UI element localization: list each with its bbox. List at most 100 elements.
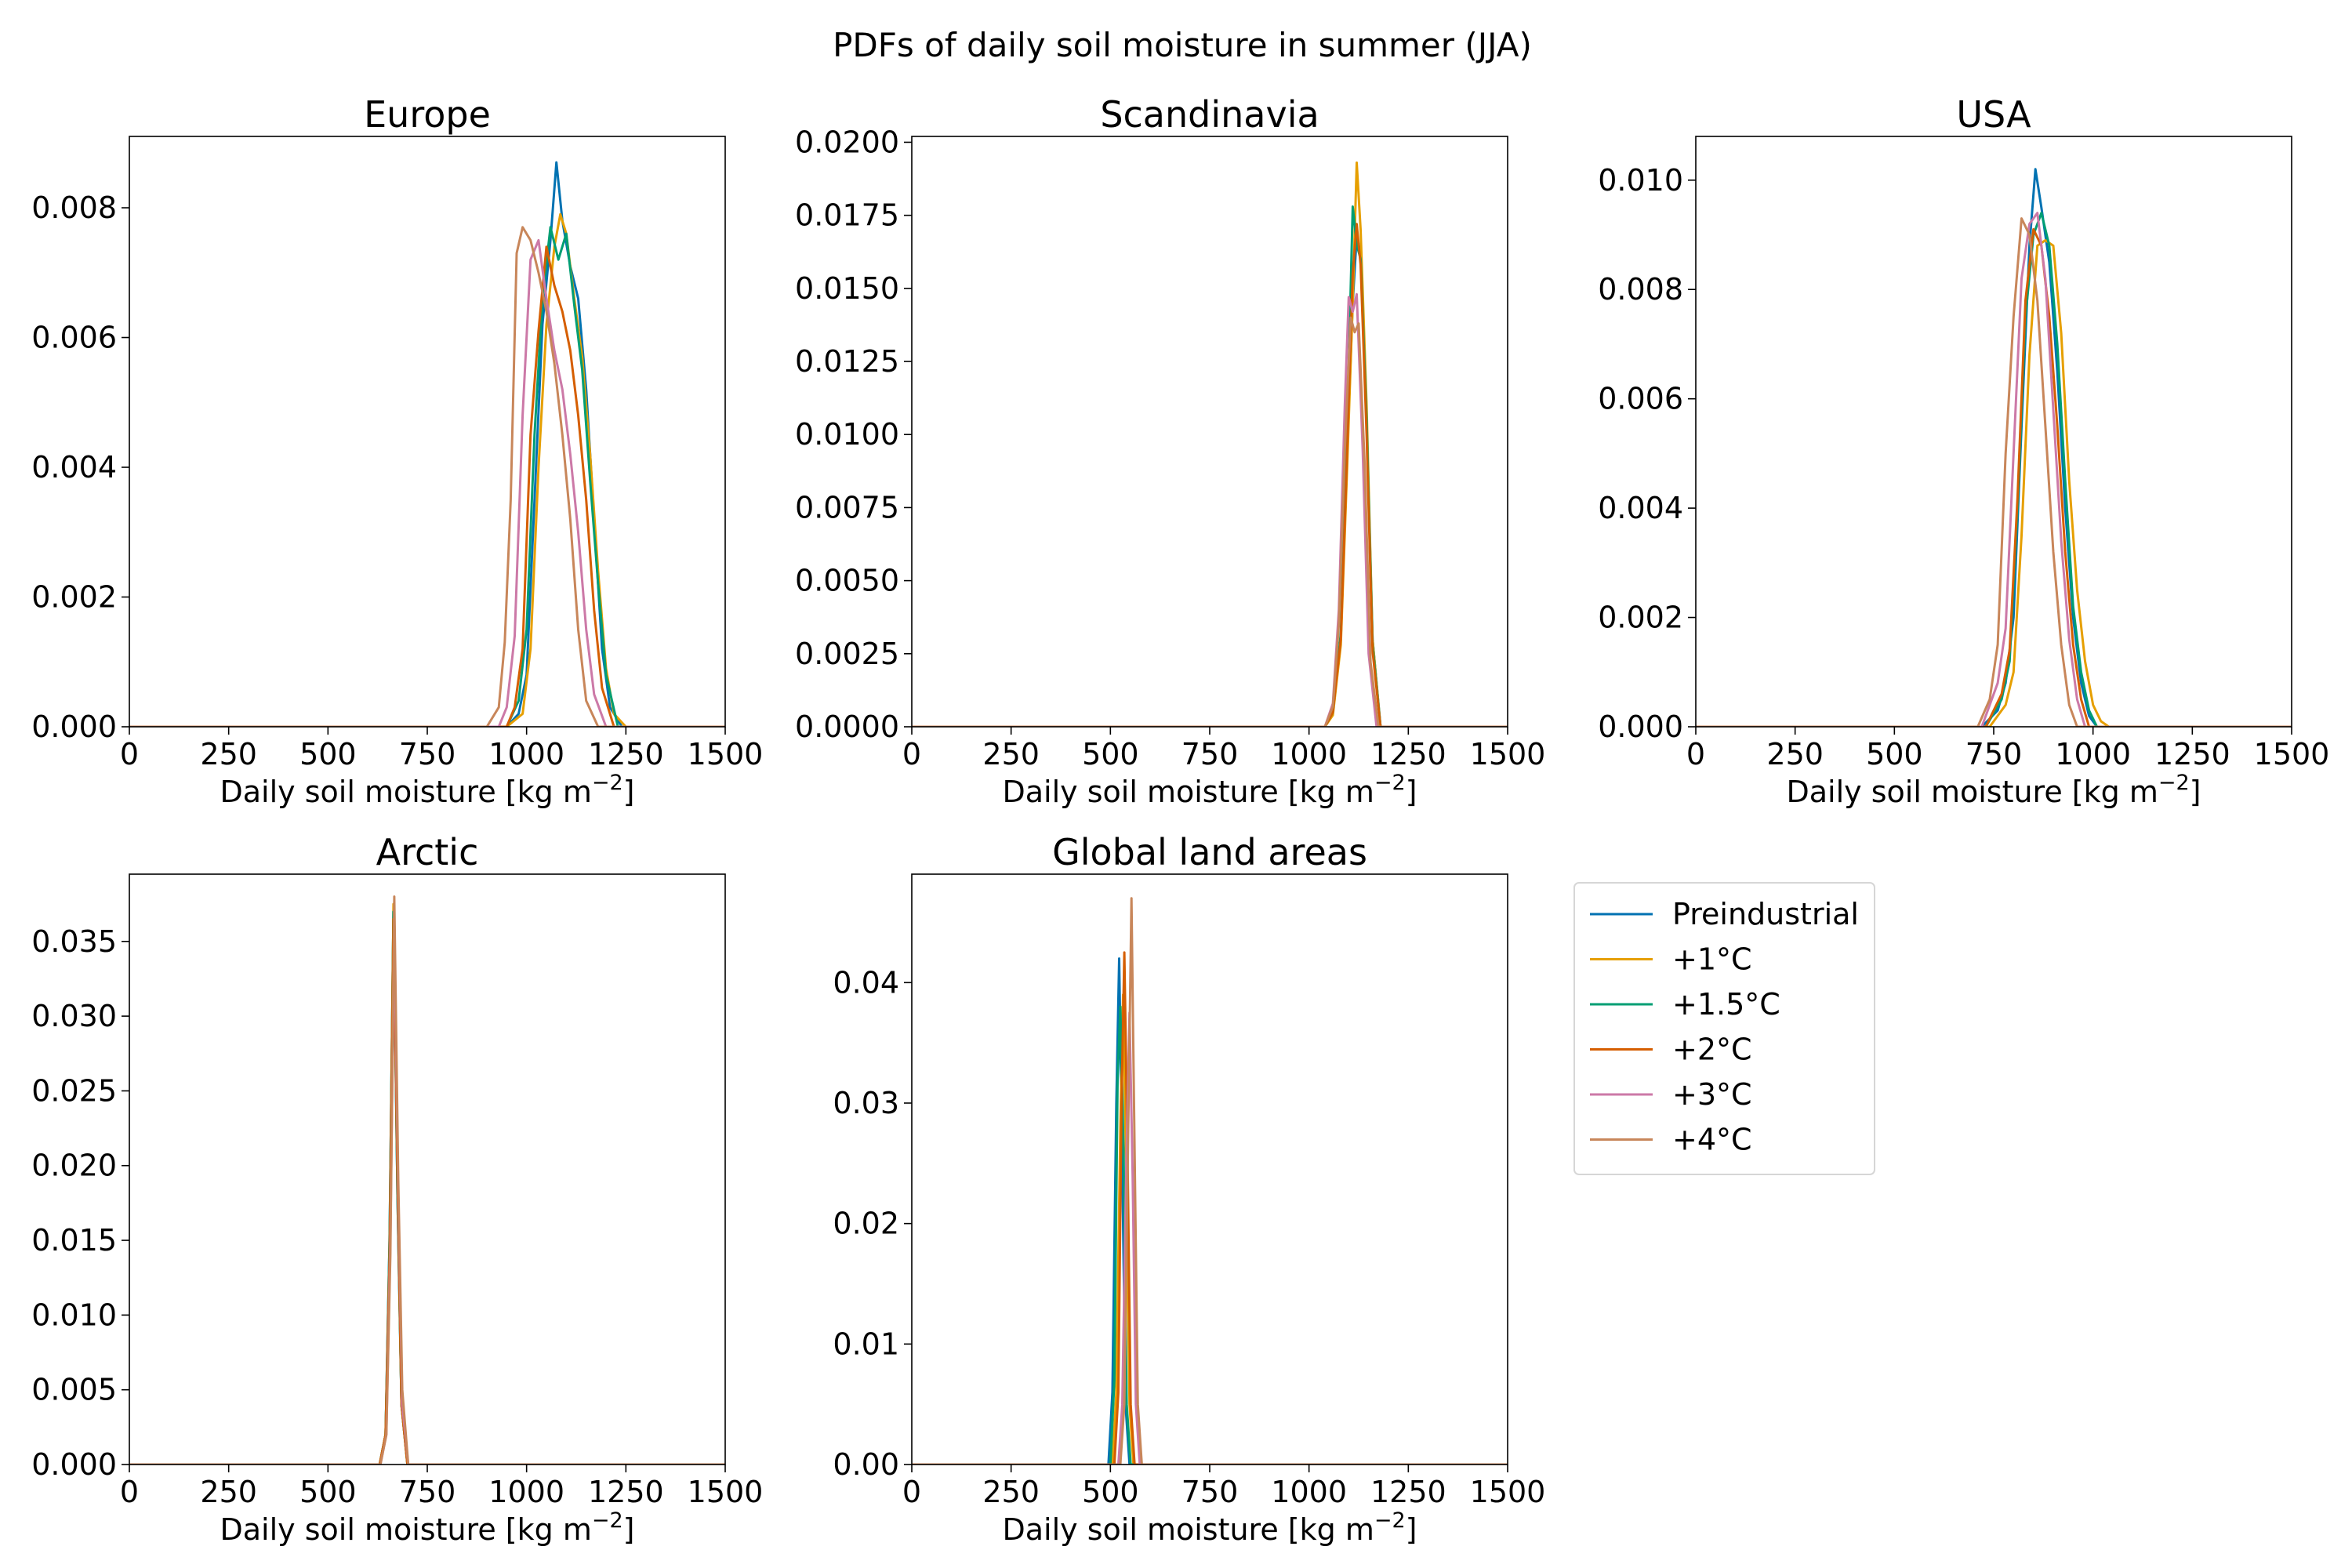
y-tick-label: 0.01 [833,1327,899,1361]
y-tick-label: 0.002 [31,580,117,615]
y-tick-label: 0.0025 [795,637,899,671]
series-line [129,910,725,1465]
panel-title: Europe [364,93,491,136]
x-axis-label-main: Daily soil moisture [kg m [1002,1512,1374,1547]
y-tick-label: 0.035 [31,924,117,959]
y-tick-label: 0.025 [31,1073,117,1108]
y-tick-label: 0.030 [31,999,117,1033]
x-axis-label-sup: −2 [1374,1508,1406,1533]
x-axis-label-end: ] [1406,775,1417,809]
y-tick-label: 0.020 [31,1149,117,1183]
series-group [912,162,1508,727]
series-line [912,234,1508,727]
series-line [912,1005,1508,1465]
x-axis-label-sup: −2 [1374,771,1406,795]
y-tick-label: 0.008 [1598,272,1683,307]
x-tick-label: 1250 [588,1475,664,1509]
x-axis-label: Daily soil moisture [kg m−2] [220,1508,634,1547]
y-tick-label: 0.015 [31,1223,117,1258]
y-tick-label: 0.0100 [795,417,899,452]
series-line [912,993,1508,1465]
series-line [129,910,725,1465]
series-line [912,316,1508,727]
y-tick-label: 0.0150 [795,271,899,306]
x-tick-label: 1500 [1470,737,1546,771]
x-tick-label: 0 [120,1475,139,1509]
y-tick-label: 0.006 [31,321,117,355]
x-tick-label: 1000 [1271,737,1347,771]
x-axis-label-end: ] [623,1512,635,1547]
x-tick-label: 750 [399,737,456,771]
x-tick-label: 500 [299,737,357,771]
series-line [912,1011,1508,1465]
x-axis-label-main: Daily soil moisture [kg m [1786,775,2158,809]
y-tick-label: 0.0050 [795,564,899,598]
legend-label: +2°C [1672,1033,1752,1067]
panel-title: Arctic [376,831,479,873]
x-tick-label: 1000 [488,1475,564,1509]
y-tick-label: 0.0075 [795,490,899,524]
x-axis-label-main: Daily soil moisture [kg m [1002,775,1374,809]
x-tick-label: 500 [1082,1475,1139,1509]
legend-label: +3°C [1672,1077,1752,1112]
y-tick-label: 0.0175 [795,198,899,233]
x-axis-label-end: ] [1406,1512,1417,1547]
legend-label: +4°C [1672,1123,1752,1157]
series-line [129,925,725,1465]
panels: 0 250 500 750 1000 1250 15000.0000.0020.0040.0… [31,93,2329,1547]
y-tick-label: 0.03 [833,1086,899,1120]
x-tick-label: 500 [1866,737,1923,771]
figure-suptitle: PDFs of daily soil moisture in summer (J… [833,26,1532,64]
series-line [129,226,725,727]
x-axis-label: Daily soil moisture [kg m−2] [220,771,634,809]
series-line [912,292,1508,727]
y-tick-label: 0.04 [833,965,899,1000]
x-tick-label: 750 [399,1475,456,1509]
series-line [912,205,1508,727]
panel-title: Global land areas [1052,831,1367,873]
y-tick-label: 0.010 [1598,163,1683,198]
series-line [912,897,1508,1465]
y-tick-label: 0.006 [1598,382,1683,416]
x-axis-label-sup: −2 [592,771,623,795]
x-tick-label: 1250 [2154,737,2230,771]
series-line [129,902,725,1465]
chart-panel: 0 250 500 750 1000 1250 1500 0.00 0.01 0.02 0.03 0.… [833,831,1545,1547]
chart-panel: 0 250 500 750 1000 1250 1500 0.000 0.002 0.004 0.0… [31,93,763,809]
x-axis-label-main: Daily soil moisture [kg m [220,1512,591,1547]
series-line [912,957,1508,1465]
x-tick-label: 1000 [488,737,564,771]
x-axis-label: Daily soil moisture [kg m−2] [1002,771,1417,809]
x-axis-label: Daily soil moisture [kg m−2] [1786,771,2201,809]
x-tick-label: 1250 [1370,1475,1446,1509]
y-tick-label: 0.0125 [795,344,899,379]
panel-title: USA [1956,93,2031,136]
series-line [129,226,725,727]
y-tick-label: 0.000 [31,1447,117,1482]
series-line [129,161,725,727]
x-tick-label: 1500 [688,1475,764,1509]
x-axis-label: Daily soil moisture [kg m−2] [1002,1508,1417,1547]
y-tick-label: 0.002 [1598,601,1683,635]
x-tick-label: 1250 [1370,737,1446,771]
x-tick-label: 1250 [588,737,664,771]
x-tick-label: 250 [200,1475,257,1509]
axes-frame [1695,136,2292,728]
series-line [129,917,725,1465]
x-tick-label: 1000 [2055,737,2131,771]
y-tick-label: 0.0000 [795,710,899,744]
series-group [129,895,725,1465]
x-tick-label: 250 [1766,737,1824,771]
series-line [912,223,1508,727]
series-line [1696,239,2292,727]
x-tick-label: 500 [1082,737,1139,771]
y-tick-label: 0.000 [1598,710,1683,744]
series-line [129,895,725,1465]
x-tick-label: 250 [982,1475,1040,1509]
series-line [1696,228,2292,727]
x-tick-label: 0 [1686,737,1705,771]
x-axis-label-main: Daily soil moisture [kg m [220,775,591,809]
y-tick-label: 0.0200 [795,125,899,159]
x-axis-label-end: ] [2190,775,2201,809]
